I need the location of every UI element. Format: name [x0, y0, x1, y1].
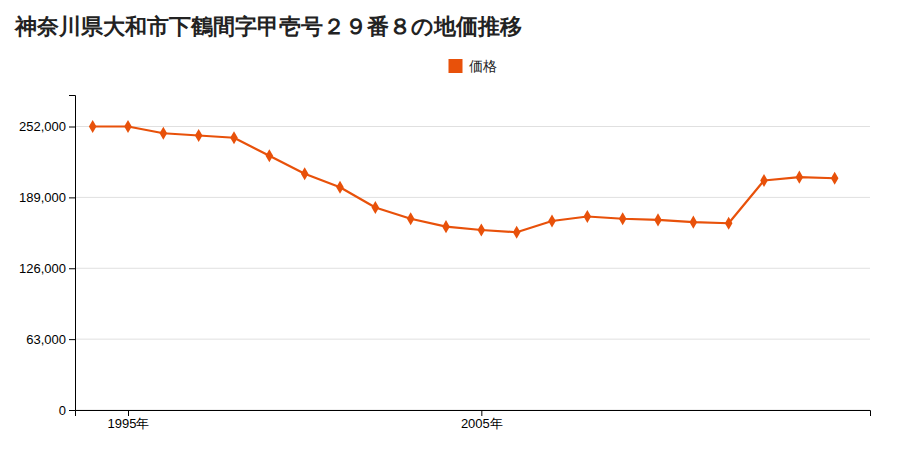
line [93, 127, 835, 233]
legend: 価格 [449, 58, 497, 74]
x-tick-mark [128, 410, 129, 416]
marker [160, 127, 168, 140]
x-tick: 1995年 [108, 410, 150, 431]
marker [195, 129, 203, 142]
marker [548, 214, 556, 227]
marks [89, 120, 839, 239]
chart: 神奈川県大和市下鶴間字甲壱号２９番８の地価推移 0 63,000 126,000 189… [0, 0, 900, 450]
legend-label: 価格 [469, 58, 497, 74]
y-tick-label: 189,000 [19, 190, 66, 205]
x-axis: 1995年 2005年 [76, 410, 871, 431]
marker [513, 226, 521, 239]
marker [584, 210, 592, 223]
grid [75, 127, 870, 411]
y-tick-mark [69, 127, 75, 128]
x-axis-line [76, 411, 871, 417]
y-tick-mark [69, 197, 75, 198]
marker [796, 171, 804, 184]
y-tick-mark [69, 339, 75, 340]
y-tick-label: 252,000 [19, 119, 66, 134]
marker [654, 213, 662, 226]
grid-line [75, 126, 870, 127]
y-tick: 0 [59, 403, 75, 418]
marker [89, 120, 97, 133]
marker [266, 149, 274, 162]
title: 神奈川県大和市下鶴間字甲壱号２９番８の地価推移 [14, 14, 522, 39]
marker [301, 167, 309, 180]
x-tick-mark [481, 410, 482, 416]
y-tick: 252,000 [19, 119, 75, 134]
marker [407, 212, 415, 225]
marker [831, 172, 839, 185]
marker [619, 212, 627, 225]
marker [372, 201, 380, 214]
x-tick-label: 2005年 [461, 416, 503, 431]
y-tick-label: 0 [59, 403, 66, 418]
x-tick-label: 1995年 [108, 416, 150, 431]
marker [230, 131, 238, 144]
marker [760, 174, 768, 187]
x-tick: 2005年 [461, 410, 503, 431]
marker [478, 223, 486, 236]
marker [725, 217, 733, 230]
grid-line [75, 268, 870, 269]
legend-swatch [449, 59, 463, 73]
markers [89, 120, 839, 239]
y-tick: 189,000 [19, 190, 75, 205]
y-tick-label: 126,000 [19, 261, 66, 276]
marker [124, 120, 132, 133]
y-tick-mark [69, 268, 75, 269]
legend-item: 価格 [449, 58, 497, 74]
plot: 0 63,000 126,000 189,000 252,000 1995年 2005年 [19, 96, 871, 432]
y-tick-label: 63,000 [26, 332, 66, 347]
y-tick-mark [69, 410, 75, 411]
marker [336, 181, 344, 194]
y-axis-line [69, 96, 76, 411]
y-tick: 63,000 [26, 332, 75, 347]
y-tick: 126,000 [19, 261, 75, 276]
grid-line [75, 339, 870, 340]
y-axis: 0 63,000 126,000 189,000 252,000 [19, 96, 76, 418]
marker [690, 216, 698, 229]
marker [442, 220, 450, 233]
